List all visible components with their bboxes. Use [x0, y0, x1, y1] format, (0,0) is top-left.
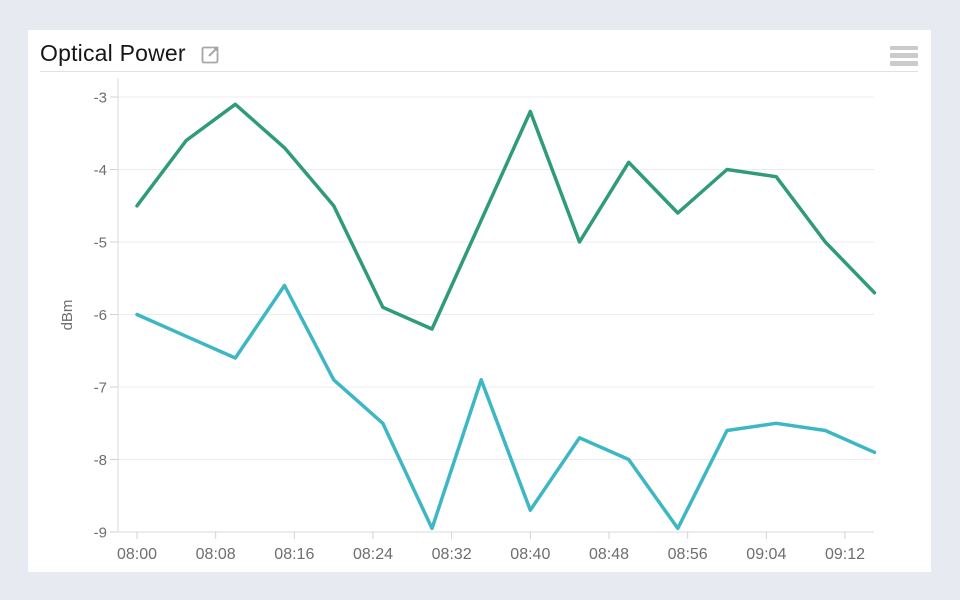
y-tick-label: -6 — [94, 307, 107, 324]
x-tick-label: 08:40 — [510, 546, 550, 563]
x-tick-label: 08:48 — [589, 546, 629, 563]
y-tick-label: -4 — [94, 162, 107, 179]
y-tick-label: -9 — [94, 525, 107, 542]
open-in-new-icon[interactable] — [198, 43, 222, 67]
x-tick-label: 08:00 — [117, 546, 157, 563]
y-tick-label: -7 — [94, 380, 107, 397]
x-tick-label: 09:04 — [746, 546, 786, 563]
x-tick-label: 08:32 — [432, 546, 472, 563]
x-tick-label: 09:12 — [825, 546, 865, 563]
hamburger-bar — [890, 53, 918, 58]
series-line-2 — [135, 283, 877, 531]
y-tick-label: -3 — [94, 90, 107, 107]
hamburger-menu-icon[interactable] — [890, 45, 918, 66]
hamburger-bar — [890, 45, 918, 50]
optical-power-line-chart: -3 -4 -5 -6 -7 -8 -9 08:00 08:08 08:16 08:24 08:32 0… — [59, 78, 877, 563]
hamburger-bar — [890, 61, 918, 66]
chart-title: Optical Power — [40, 40, 186, 66]
y-tick-label: -5 — [94, 235, 107, 252]
header-divider — [40, 71, 918, 72]
series-line-1 — [135, 102, 877, 331]
x-tick-label: 08:08 — [196, 546, 236, 563]
y-axis-title: dBm — [59, 300, 76, 331]
x-tick-label: 08:16 — [274, 546, 314, 563]
x-tick-label: 08:56 — [668, 546, 708, 563]
y-tick-label: -8 — [94, 452, 107, 469]
chart-header: Optical Power — [40, 30, 918, 71]
chart-card: -3 -4 -5 -6 -7 -8 -9 08:00 08:08 08:16 08:24 08:32 0… — [28, 30, 931, 572]
x-tick-label: 08:24 — [353, 546, 393, 563]
